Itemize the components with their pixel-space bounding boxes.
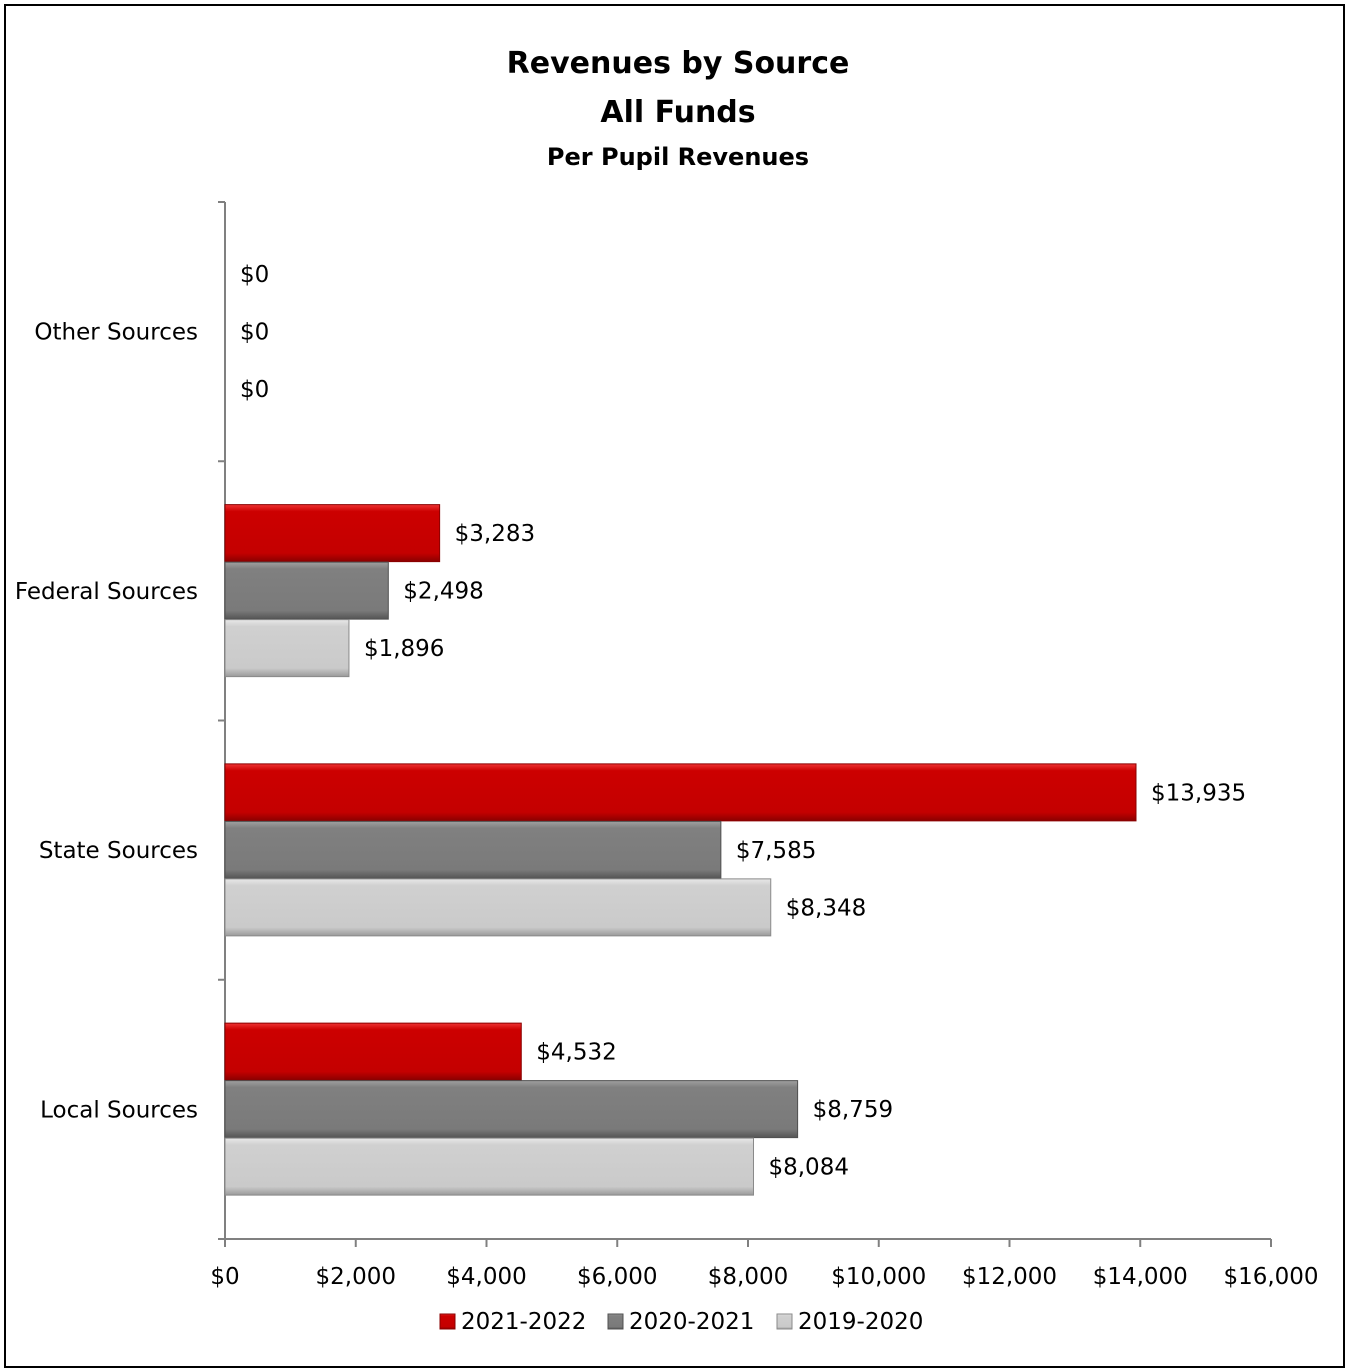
chart-subtitle: Per Pupil Revenues bbox=[547, 143, 809, 171]
x-tick-label: $8,000 bbox=[708, 1264, 788, 1290]
data-label: $8,759 bbox=[813, 1097, 893, 1123]
x-tick-label: $10,000 bbox=[831, 1264, 926, 1290]
bar bbox=[224, 619, 350, 678]
bar bbox=[224, 878, 772, 937]
legend-swatch bbox=[776, 1313, 793, 1330]
plot-area: $0 $2,000 $4,000 $6,000 $8,000 $10,000 $12,000… bbox=[15, 201, 1319, 1290]
category-label: Federal Sources bbox=[15, 579, 198, 605]
chart-title: Revenues by Source bbox=[507, 46, 850, 81]
x-tick-label: $4,000 bbox=[446, 1264, 526, 1290]
x-tick-label: $14,000 bbox=[1093, 1264, 1188, 1290]
category-label: Other Sources bbox=[34, 320, 198, 346]
data-label: $4,532 bbox=[536, 1040, 616, 1066]
bar bbox=[224, 820, 722, 879]
x-tick-label: $2,000 bbox=[316, 1264, 396, 1290]
bar bbox=[224, 561, 389, 620]
data-label: $7,585 bbox=[736, 838, 816, 864]
x-tick-label: $0 bbox=[210, 1264, 239, 1290]
data-label: $8,348 bbox=[786, 895, 866, 921]
bar bbox=[224, 1080, 799, 1139]
bar bbox=[224, 504, 441, 563]
data-label: $1,896 bbox=[364, 636, 444, 662]
legend-swatch bbox=[607, 1313, 624, 1330]
data-label: $0 bbox=[240, 262, 269, 288]
x-tick-label: $16,000 bbox=[1223, 1264, 1318, 1290]
legend-label: 2019-2020 bbox=[798, 1309, 923, 1335]
data-label: $2,498 bbox=[403, 579, 483, 605]
category-label: Local Sources bbox=[40, 1097, 198, 1123]
legend-label: 2021-2022 bbox=[461, 1309, 586, 1335]
data-label: $8,084 bbox=[768, 1155, 848, 1181]
data-label: $3,283 bbox=[455, 521, 535, 547]
data-label: $13,935 bbox=[1151, 780, 1246, 806]
data-label: $0 bbox=[240, 319, 269, 345]
data-label: $0 bbox=[240, 377, 269, 403]
bar bbox=[224, 763, 1137, 822]
legend: 2021-2022 2020-2021 2019-2020 bbox=[439, 1309, 923, 1335]
bar bbox=[224, 1022, 522, 1081]
category-label: State Sources bbox=[39, 838, 198, 864]
x-tick-label: $12,000 bbox=[962, 1264, 1057, 1290]
chart-title-line2: All Funds bbox=[600, 95, 755, 130]
x-tick-label: $6,000 bbox=[577, 1264, 657, 1290]
bar bbox=[224, 1137, 754, 1196]
legend-swatch bbox=[439, 1313, 456, 1330]
legend-label: 2020-2021 bbox=[629, 1309, 754, 1335]
